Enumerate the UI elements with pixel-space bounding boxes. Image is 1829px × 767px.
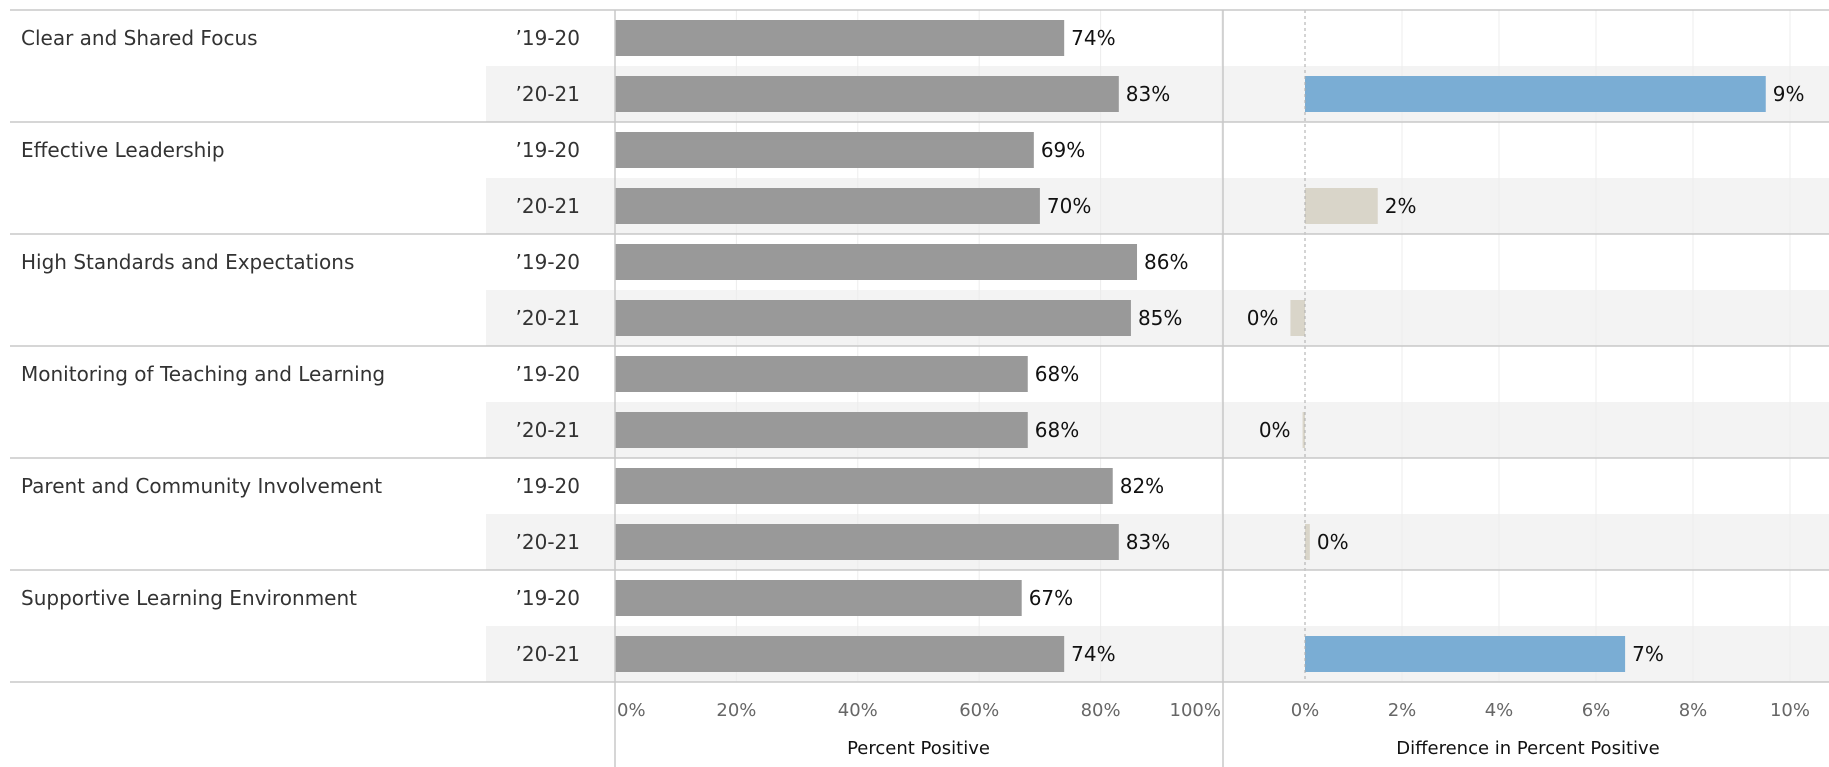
bar-value-label: 86%	[1144, 250, 1188, 274]
x-tick-label: 60%	[959, 700, 999, 721]
difference-bar	[1305, 636, 1626, 672]
bar-value-label: 69%	[1041, 138, 1085, 162]
bar	[615, 20, 1065, 56]
labels: 74% 83% 69% 70% 86% 85% 68% 68% 82% 83% 67% 74% 9% 2%…	[21, 26, 1810, 759]
category-label: Parent and Community Involvement	[21, 474, 382, 498]
difference-value-label: 0%	[1247, 306, 1279, 330]
bar	[615, 468, 1113, 504]
bar-value-label: 85%	[1138, 306, 1182, 330]
bar	[615, 412, 1028, 448]
difference-value-label: 9%	[1773, 82, 1805, 106]
difference-value-label: 2%	[1385, 194, 1417, 218]
year-label: ’20-21	[516, 306, 580, 330]
x-tick-label: 10%	[1770, 700, 1810, 721]
bar	[615, 76, 1119, 112]
bar	[615, 524, 1119, 560]
x-tick-label: 100%	[1170, 700, 1221, 721]
x-tick-label: 0%	[1291, 700, 1320, 721]
difference-bar	[1305, 188, 1378, 224]
year-label: ’20-21	[516, 642, 580, 666]
year-label: ’19-20	[516, 138, 580, 162]
x-tick-label: 6%	[1582, 700, 1611, 721]
x-tick-label: 80%	[1081, 700, 1121, 721]
bar	[615, 580, 1022, 616]
difference-bar	[1302, 412, 1305, 448]
x-tick-label: 40%	[838, 700, 878, 721]
difference-value-label: 7%	[1632, 642, 1664, 666]
category-label: Monitoring of Teaching and Learning	[21, 362, 385, 386]
year-label: ’20-21	[516, 530, 580, 554]
category-label: Supportive Learning Environment	[21, 586, 357, 610]
x-axis-title: Difference in Percent Positive	[1396, 738, 1660, 759]
year-label: ’19-20	[516, 250, 580, 274]
bar-value-label: 74%	[1071, 642, 1115, 666]
year-label: ’19-20	[516, 474, 580, 498]
bar-value-label: 83%	[1126, 82, 1170, 106]
bar-value-label: 70%	[1047, 194, 1091, 218]
bar-value-label: 82%	[1120, 474, 1164, 498]
year-label: ’19-20	[516, 362, 580, 386]
bars	[615, 20, 1766, 672]
bar-value-label: 83%	[1126, 530, 1170, 554]
category-label: Clear and Shared Focus	[21, 26, 258, 50]
difference-bar	[1290, 300, 1305, 336]
difference-bar	[1305, 524, 1310, 560]
x-tick-label: 4%	[1485, 700, 1514, 721]
year-label: ’19-20	[516, 586, 580, 610]
bar	[615, 188, 1040, 224]
bar-value-label: 68%	[1035, 362, 1079, 386]
bar	[615, 636, 1065, 672]
bar	[615, 132, 1034, 168]
bar	[615, 244, 1138, 280]
year-label: ’20-21	[516, 418, 580, 442]
x-tick-label: 20%	[716, 700, 756, 721]
bar	[615, 356, 1028, 392]
x-tick-label: 2%	[1388, 700, 1417, 721]
bar	[615, 300, 1131, 336]
x-tick-label: 0%	[617, 700, 646, 721]
difference-bar	[1305, 76, 1766, 112]
dividers	[10, 9, 1829, 767]
x-axis-title: Percent Positive	[847, 738, 990, 759]
category-label: High Standards and Expectations	[21, 250, 354, 274]
x-tick-label: 8%	[1679, 700, 1708, 721]
category-label: Effective Leadership	[21, 138, 225, 162]
difference-value-label: 0%	[1317, 530, 1349, 554]
year-label: ’20-21	[516, 194, 580, 218]
bar-value-label: 68%	[1035, 418, 1079, 442]
year-label: ’19-20	[516, 26, 580, 50]
year-label: ’20-21	[516, 82, 580, 106]
bar-value-label: 67%	[1029, 586, 1073, 610]
difference-value-label: 0%	[1259, 418, 1291, 442]
bar-value-label: 74%	[1071, 26, 1115, 50]
